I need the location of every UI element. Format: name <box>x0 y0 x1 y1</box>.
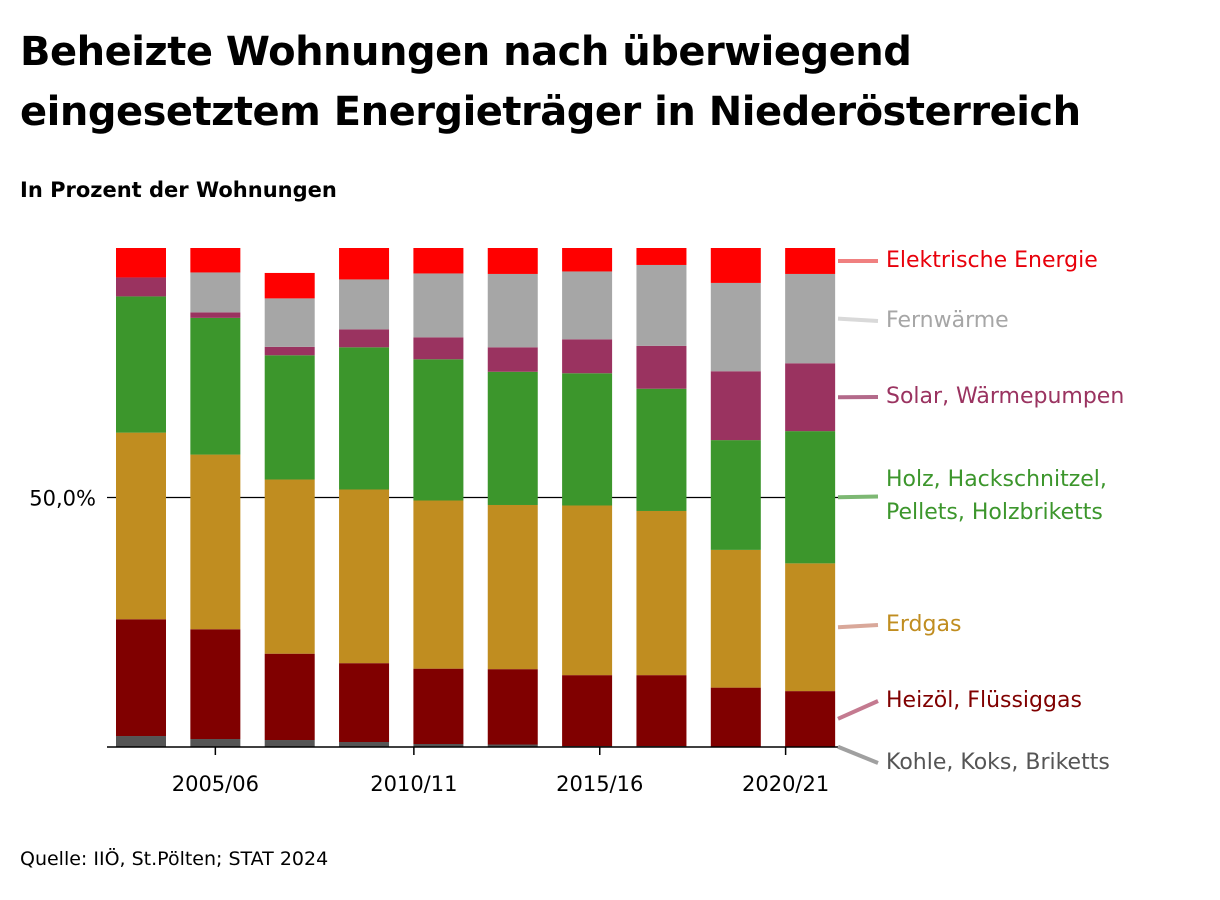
bar-segment <box>487 669 538 745</box>
bar-segment <box>487 347 538 372</box>
bar-segment <box>264 355 315 480</box>
x-tick-label: 2005/06 <box>172 772 259 796</box>
bar-segment <box>116 432 166 620</box>
bars <box>116 248 836 747</box>
bar-segment <box>785 431 836 564</box>
axes <box>107 746 838 755</box>
legend-connector <box>837 494 879 500</box>
bar-segment <box>413 337 464 360</box>
bar-segment <box>562 339 613 374</box>
bar-segment <box>190 739 241 747</box>
bar-segment <box>190 272 241 313</box>
source-note: Quelle: IIÖ, St.Pölten; STAT 2024 <box>20 848 329 870</box>
x-tick-label: 2015/16 <box>556 772 643 796</box>
bar-segment <box>413 248 464 274</box>
bar-segment <box>190 248 241 273</box>
bar-segment <box>785 563 836 692</box>
bar-segment <box>116 296 166 433</box>
bar-segment <box>339 742 390 747</box>
bar-segment <box>413 744 464 747</box>
bar-segment <box>785 691 836 747</box>
legend-label: Holz, Hackschnitzel, Pellets, Holzbrikett… <box>886 467 1107 525</box>
bar-segment <box>339 347 390 490</box>
bar-segment <box>413 273 464 338</box>
bar-segment <box>413 500 464 669</box>
x-tick-labels: 2005/06 2010/11 2015/16 2020/21 <box>172 772 830 796</box>
bar-segment <box>562 271 613 340</box>
legend: Kohle, Koks, Briketts Heizöl, Flüssiggas E… <box>837 248 1124 775</box>
bar-segment <box>562 248 613 272</box>
x-tick-label: 2020/21 <box>742 772 829 796</box>
bar-segment <box>710 440 761 550</box>
bar-segment <box>562 373 613 506</box>
bar-segment <box>116 619 166 737</box>
chart-title: Beheizte Wohnungen nach überwiegend eing… <box>20 29 1081 135</box>
bar-segment <box>562 505 613 676</box>
bar-segment <box>339 279 390 330</box>
bar-segment <box>785 248 836 274</box>
bar-segment <box>339 329 390 348</box>
bar-segment <box>116 277 166 297</box>
legend-label: Erdgas <box>886 612 961 637</box>
y-tick-labels: 50,0% <box>29 487 96 511</box>
legend-connector <box>837 623 879 630</box>
legend-label: Solar, Wärmepumpen <box>886 384 1124 409</box>
legend-label: Kohle, Koks, Briketts <box>886 750 1110 775</box>
bar-segment <box>636 264 687 346</box>
bar-segment <box>190 629 241 740</box>
bar-segment <box>636 248 687 265</box>
legend-connector <box>837 699 879 721</box>
bar-segment <box>190 317 241 455</box>
bar-segment <box>413 359 464 501</box>
legend-connector <box>837 316 879 323</box>
chart-subtitle: In Prozent der Wohnungen <box>20 178 337 202</box>
bar-segment <box>710 687 761 747</box>
bar-segment <box>339 663 390 743</box>
bar-segment <box>487 504 538 670</box>
bar-segment <box>264 653 315 741</box>
bar-segment <box>710 282 761 372</box>
bar-segment <box>116 248 166 278</box>
bar-segment <box>636 675 687 747</box>
bar-segment <box>190 454 241 630</box>
bar-segment <box>264 298 315 347</box>
bar-segment <box>562 675 613 747</box>
bar-segment <box>487 744 538 747</box>
bar-segment <box>487 371 538 505</box>
bar-segment <box>487 273 538 348</box>
bar-segment <box>264 272 315 299</box>
x-tick-label: 2010/11 <box>370 772 457 796</box>
bar-segment <box>636 388 687 511</box>
bar-segment <box>190 312 241 318</box>
bar-segment <box>264 346 315 356</box>
bar-segment <box>413 668 464 745</box>
legend-connector <box>837 744 879 765</box>
bar-segment <box>710 549 761 688</box>
legend-label: Elektrische Energie <box>886 248 1098 273</box>
bar-segment <box>785 363 836 432</box>
bar-segment <box>339 489 390 664</box>
bar-segment <box>264 740 315 747</box>
bar-segment <box>710 248 761 283</box>
bar-segment <box>339 248 390 280</box>
legend-label: Fernwärme <box>886 308 1009 333</box>
bar-segment <box>785 273 836 364</box>
bar-segment <box>116 736 166 747</box>
bar-segment <box>636 510 687 676</box>
bar-segment <box>636 345 687 389</box>
bar-segment <box>264 479 315 654</box>
y-tick-label: 50,0% <box>29 487 96 511</box>
bar-segment <box>487 248 538 274</box>
legend-label: Heizöl, Flüssiggas <box>886 688 1082 713</box>
bar-segment <box>710 371 761 441</box>
